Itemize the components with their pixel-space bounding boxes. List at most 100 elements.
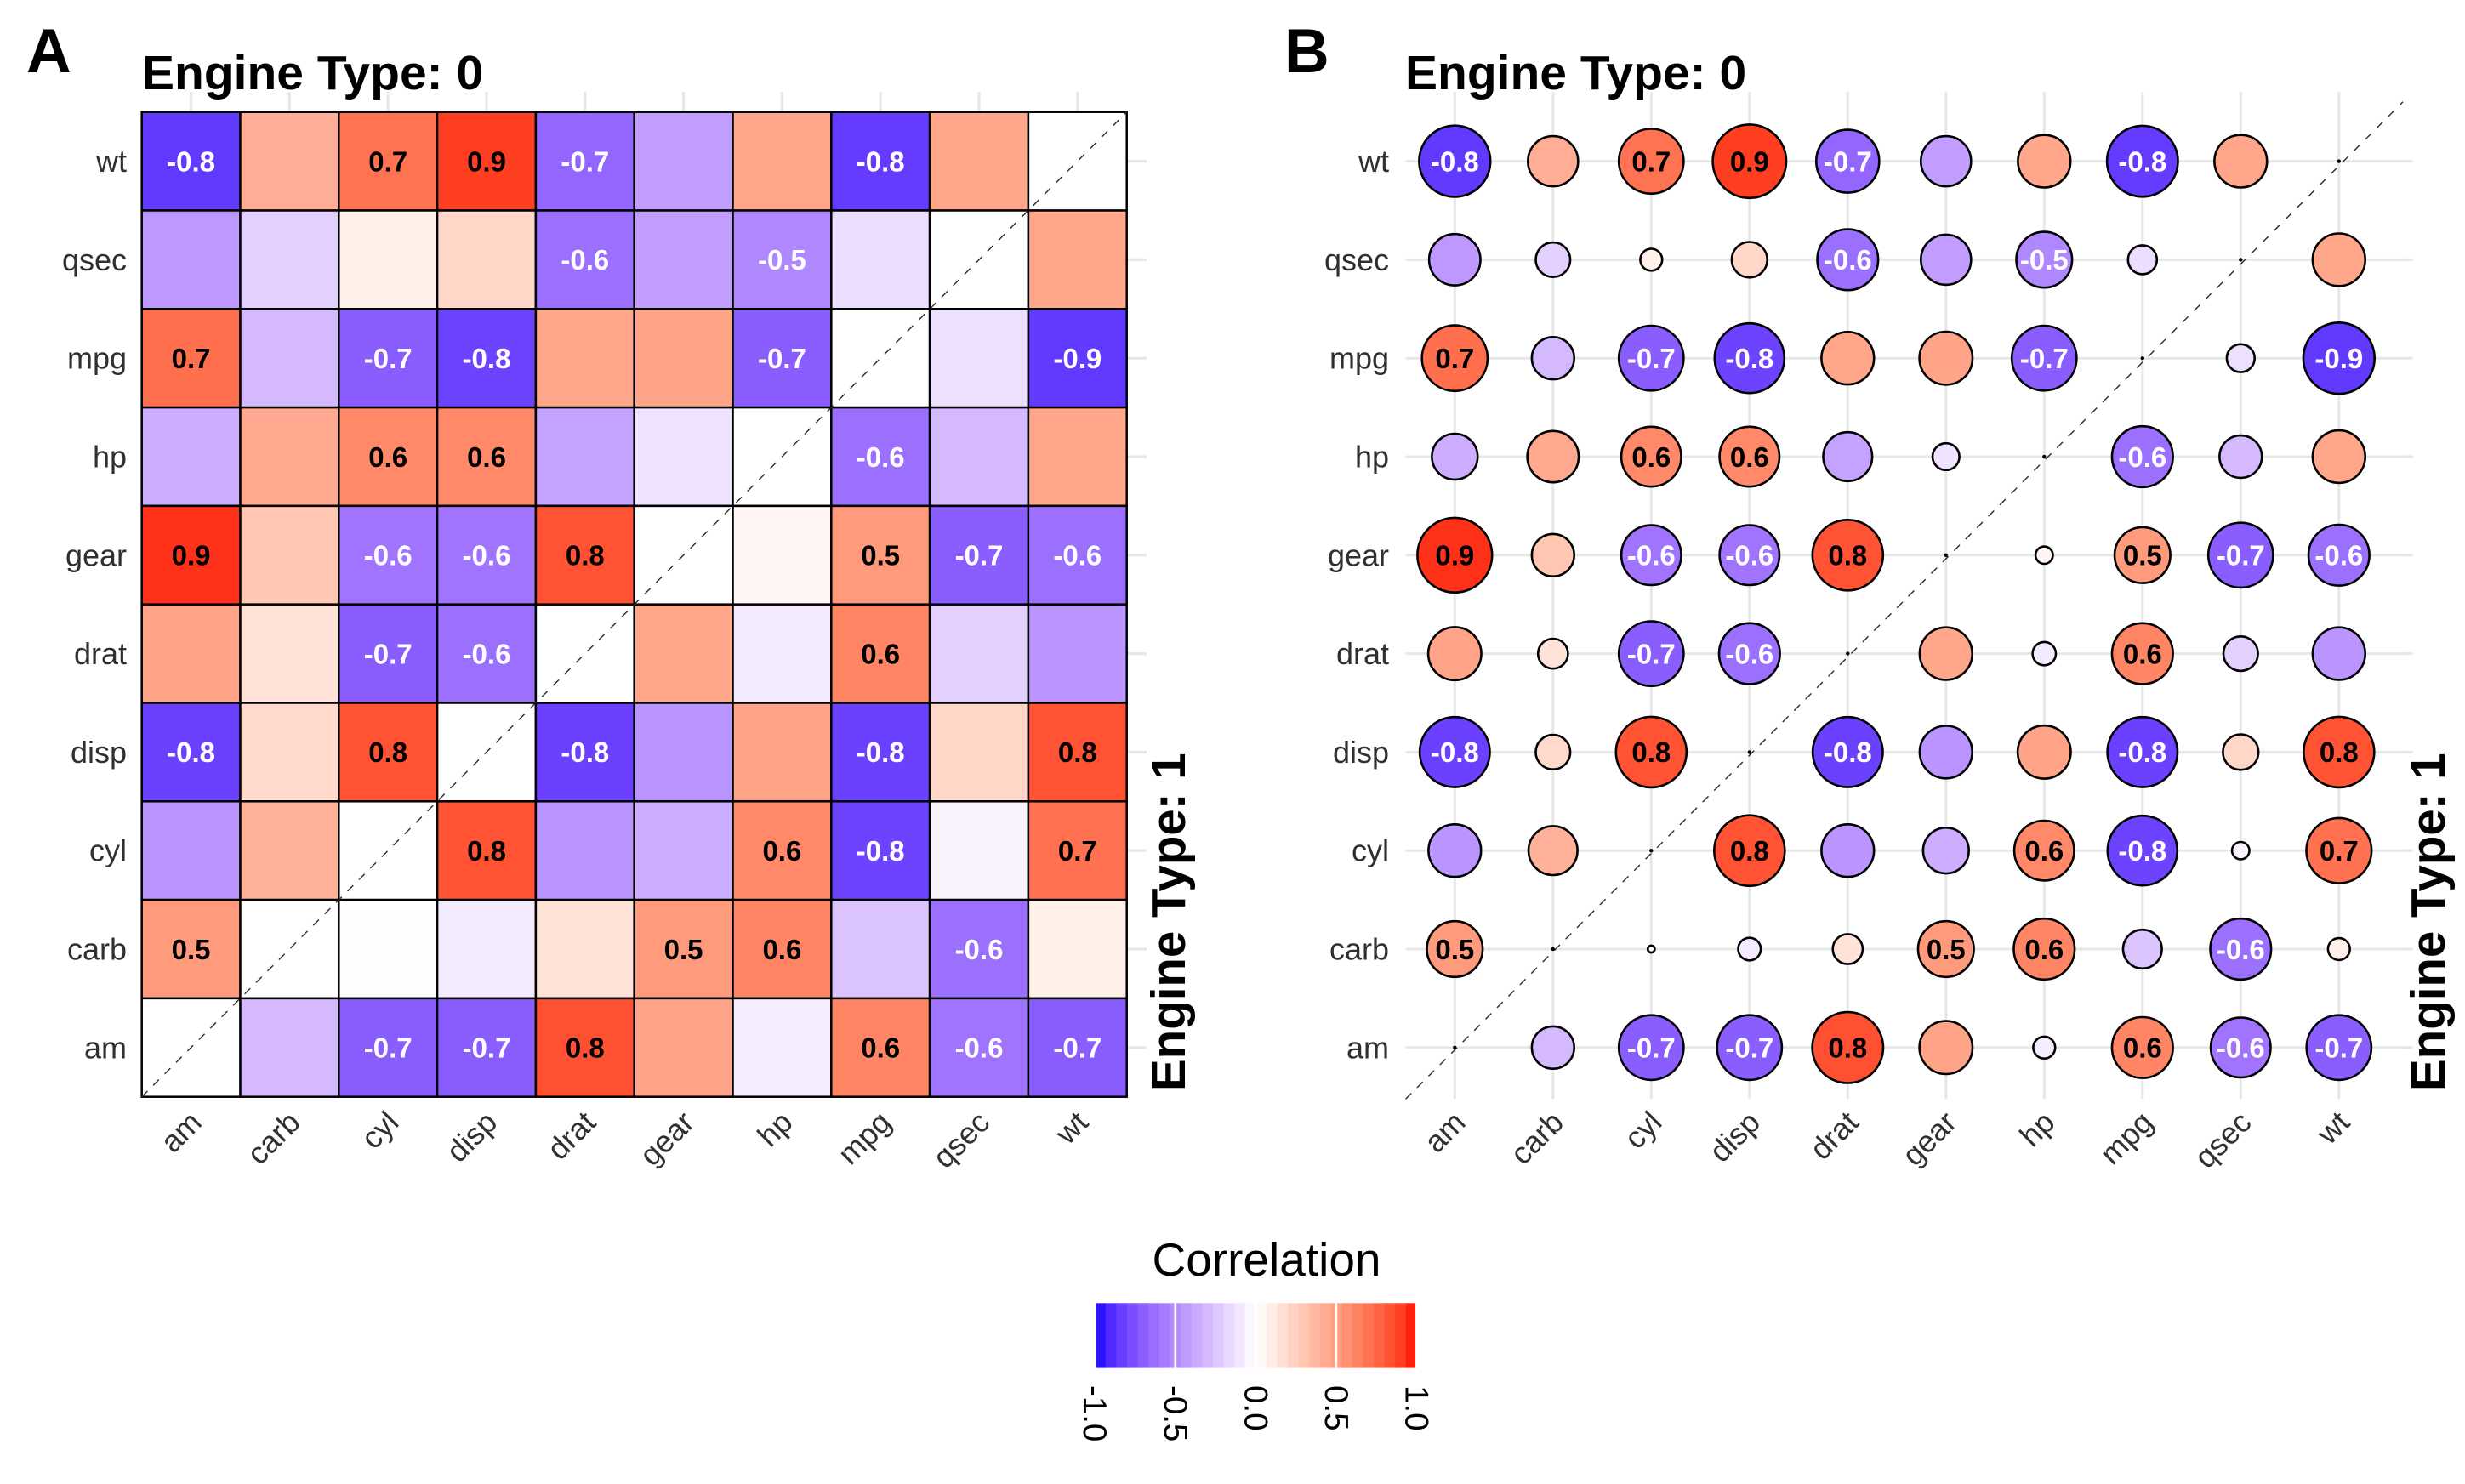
svg-text:-0.7: -0.7	[1725, 1032, 1773, 1064]
svg-text:0.5: 0.5	[172, 934, 211, 965]
svg-text:-0.7: -0.7	[1824, 145, 1872, 177]
svg-text:-0.8: -0.8	[857, 145, 905, 177]
svg-text:-0.7: -0.7	[561, 145, 609, 177]
svg-text:Engine Type: 0: Engine Type: 0	[142, 46, 483, 100]
svg-text:-0.9: -0.9	[1053, 343, 1102, 374]
svg-text:-0.5: -0.5	[1157, 1385, 1193, 1441]
svg-text:-0.7: -0.7	[1627, 343, 1676, 374]
svg-text:-0.6: -0.6	[1725, 638, 1773, 669]
svg-text:gear: gear	[65, 537, 127, 572]
svg-text:-0.6: -0.6	[364, 540, 413, 571]
svg-text:-0.8: -0.8	[463, 343, 511, 374]
svg-text:0.5: 0.5	[664, 934, 703, 965]
svg-text:0.7: 0.7	[172, 343, 211, 374]
svg-text:drat: drat	[74, 636, 127, 671]
svg-text:-0.8: -0.8	[857, 736, 905, 768]
svg-text:0.6: 0.6	[2123, 1032, 2162, 1064]
svg-text:0.5: 0.5	[1927, 934, 1966, 965]
svg-text:0.7: 0.7	[368, 145, 407, 177]
svg-text:0.8: 0.8	[467, 835, 506, 867]
svg-text:-0.7: -0.7	[2314, 1032, 2363, 1064]
svg-text:-0.8: -0.8	[1431, 736, 1479, 768]
svg-text:-0.9: -0.9	[2314, 343, 2363, 374]
svg-text:0.5: 0.5	[1318, 1385, 1354, 1431]
svg-text:-1.0: -1.0	[1076, 1385, 1113, 1441]
svg-text:am: am	[1346, 1030, 1389, 1065]
svg-text:-0.7: -0.7	[463, 1032, 511, 1064]
svg-text:wt: wt	[95, 144, 127, 179]
svg-text:Engine Type: 1: Engine Type: 1	[1141, 753, 1195, 1091]
svg-text:0.6: 0.6	[2024, 934, 2064, 965]
svg-text:disp: disp	[71, 735, 127, 770]
svg-text:0.8: 0.8	[368, 736, 407, 768]
svg-text:0.5: 0.5	[2123, 540, 2162, 571]
svg-text:-0.6: -0.6	[2314, 540, 2363, 571]
svg-text:0.0: 0.0	[1237, 1385, 1273, 1431]
svg-text:-0.7: -0.7	[1053, 1032, 1102, 1064]
svg-text:-0.6: -0.6	[1053, 540, 1102, 571]
svg-text:0.6: 0.6	[861, 638, 900, 669]
svg-text:-0.8: -0.8	[561, 736, 609, 768]
svg-text:-0.6: -0.6	[955, 1032, 1004, 1064]
svg-text:mpg: mpg	[67, 341, 127, 376]
svg-text:-0.6: -0.6	[857, 441, 905, 473]
svg-text:Engine Type: 0: Engine Type: 0	[1405, 46, 1746, 100]
svg-text:-0.6: -0.6	[1627, 540, 1676, 571]
svg-text:-0.7: -0.7	[2217, 540, 2265, 571]
svg-text:-0.6: -0.6	[1725, 540, 1773, 571]
svg-text:0.8: 0.8	[566, 540, 605, 571]
svg-text:0.6: 0.6	[1631, 441, 1671, 473]
svg-text:-0.8: -0.8	[2118, 835, 2166, 867]
svg-text:-0.8: -0.8	[1824, 736, 1872, 768]
svg-text:-0.7: -0.7	[758, 343, 806, 374]
svg-text:0.6: 0.6	[2024, 835, 2064, 867]
svg-text:-0.6: -0.6	[561, 244, 609, 276]
svg-text:-0.7: -0.7	[1627, 1032, 1676, 1064]
svg-text:0.8: 0.8	[566, 1032, 605, 1064]
svg-text:-0.7: -0.7	[364, 638, 413, 669]
svg-text:0.6: 0.6	[861, 1032, 900, 1064]
svg-text:-0.6: -0.6	[2217, 934, 2265, 965]
svg-text:-0.7: -0.7	[2020, 343, 2069, 374]
svg-text:mpg: mpg	[1329, 341, 1389, 376]
svg-text:0.8: 0.8	[1730, 835, 1769, 867]
svg-text:cyl: cyl	[1352, 833, 1389, 868]
svg-text:-0.5: -0.5	[2020, 244, 2069, 276]
svg-text:-0.7: -0.7	[364, 1032, 413, 1064]
svg-text:0.8: 0.8	[1058, 736, 1097, 768]
svg-text:am: am	[84, 1030, 127, 1065]
svg-text:0.6: 0.6	[1730, 441, 1769, 473]
svg-text:0.6: 0.6	[368, 441, 407, 473]
svg-text:0.7: 0.7	[1058, 835, 1097, 867]
svg-text:-0.6: -0.6	[2217, 1032, 2265, 1064]
svg-text:-0.8: -0.8	[857, 835, 905, 867]
svg-text:-0.6: -0.6	[463, 540, 511, 571]
svg-text:-0.6: -0.6	[1824, 244, 1872, 276]
svg-text:-0.7: -0.7	[955, 540, 1004, 571]
svg-text:carb: carb	[67, 932, 127, 967]
svg-text:0.7: 0.7	[1435, 343, 1474, 374]
svg-text:0.8: 0.8	[1631, 736, 1671, 768]
svg-text:-0.8: -0.8	[2118, 145, 2166, 177]
svg-text:drat: drat	[1336, 636, 1389, 671]
svg-text:0.8: 0.8	[1828, 1032, 1867, 1064]
svg-text:0.8: 0.8	[2320, 736, 2359, 768]
svg-text:-0.8: -0.8	[167, 736, 215, 768]
svg-text:-0.7: -0.7	[1627, 638, 1676, 669]
svg-text:-0.5: -0.5	[758, 244, 806, 276]
svg-text:Correlation: Correlation	[1152, 1233, 1381, 1286]
svg-text:0.9: 0.9	[172, 540, 211, 571]
svg-text:0.7: 0.7	[1631, 145, 1671, 177]
svg-text:Engine Type: 1: Engine Type: 1	[2401, 753, 2455, 1091]
svg-text:1.0: 1.0	[1398, 1385, 1434, 1431]
svg-text:-0.7: -0.7	[364, 343, 413, 374]
svg-text:0.9: 0.9	[1435, 540, 1474, 571]
svg-text:0.5: 0.5	[861, 540, 900, 571]
svg-text:0.6: 0.6	[762, 934, 801, 965]
svg-text:cyl: cyl	[89, 833, 127, 868]
svg-text:wt: wt	[1358, 144, 1389, 179]
svg-text:carb: carb	[1329, 932, 1389, 967]
svg-text:0.9: 0.9	[1730, 145, 1769, 177]
svg-text:qsec: qsec	[62, 242, 127, 277]
svg-text:0.6: 0.6	[762, 835, 801, 867]
